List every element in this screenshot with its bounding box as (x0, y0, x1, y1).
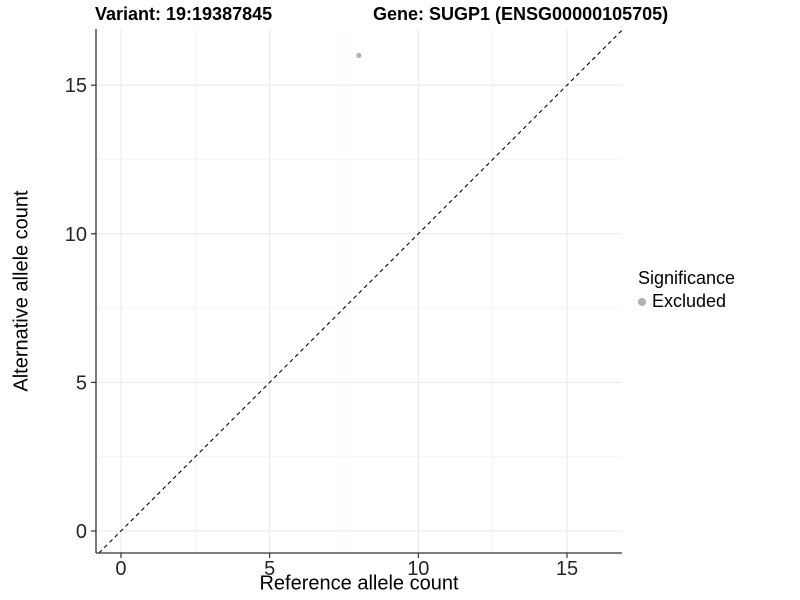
x-tick-label: 0 (115, 558, 126, 580)
y-tick-label: 15 (65, 75, 87, 97)
legend-title: Significance (638, 268, 736, 288)
legend-item-label: Excluded (652, 291, 727, 311)
plot-title-gene: Gene: SUGP1 (ENSG00000105705) (373, 4, 669, 24)
y-tick-label: 5 (76, 372, 87, 394)
legend: Significance Excluded (638, 267, 735, 313)
y-tick-label: 0 (76, 521, 87, 543)
x-axis-title: Reference allele count (259, 572, 459, 595)
legend-point-icon (638, 297, 646, 306)
plot-title-variant: Variant: 19:19387845 (95, 4, 273, 24)
data-point (356, 52, 362, 59)
x-tick-label: 15 (556, 558, 578, 580)
legend-item-excluded: Excluded (638, 290, 735, 313)
y-axis-title: Alternative allele count (10, 190, 33, 392)
x-tick-label: 10 (407, 558, 429, 580)
x-tick-label: 5 (264, 558, 275, 580)
identity-reference-line (98, 29, 623, 554)
y-tick-label: 10 (65, 224, 87, 246)
